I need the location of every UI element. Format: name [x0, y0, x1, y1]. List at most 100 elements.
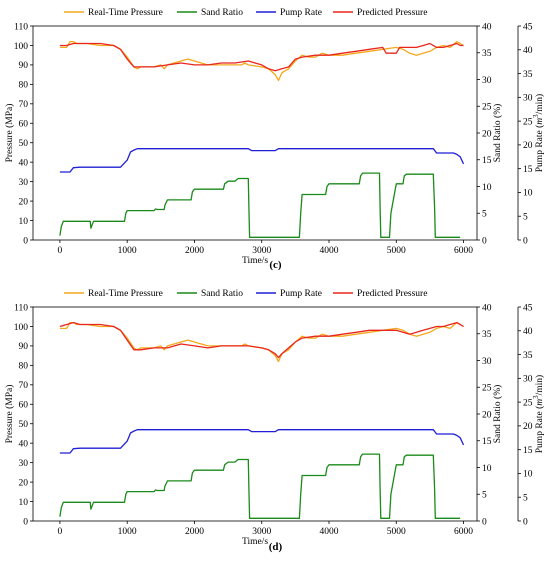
y-right2-tick-label: 0 [523, 236, 528, 246]
y-right2-tick-label: 30 [523, 94, 533, 104]
legend-label: Predicted Pressure [357, 8, 427, 18]
y-right-tick-label: 15 [482, 437, 492, 447]
series-line-sand-ratio [59, 453, 461, 519]
y-left-tick-label: 30 [19, 459, 29, 469]
series-line-pump-rate [59, 148, 465, 173]
y-right2-tick-label: 0 [523, 517, 528, 527]
y-right-axis-label: Sand Ratio (%) [492, 104, 503, 163]
y-left-tick-label: 20 [19, 197, 29, 207]
x-tick-label: 2000 [185, 527, 204, 537]
y-left-tick-label: 60 [19, 401, 29, 411]
y-right2-tick-label: 15 [523, 165, 533, 175]
x-tick-label: 4000 [320, 527, 339, 537]
y-right2-tick-label: 40 [523, 46, 533, 56]
series-line-real-time-pressure [59, 321, 464, 363]
legend-label: Sand Ratio [201, 289, 243, 299]
x-tick-label: 3000 [252, 527, 271, 537]
y-left-tick-label: 20 [19, 478, 29, 488]
legend-label: Pump Rate [280, 289, 322, 299]
y-right-tick-label: 35 [482, 49, 492, 59]
y-right2-tick-label: 25 [523, 117, 533, 127]
y-right-tick-label: 35 [482, 330, 492, 340]
y-left-tick-label: 90 [19, 61, 29, 71]
legend-label: Pump Rate [280, 8, 322, 18]
x-tick-label: 6000 [454, 527, 473, 537]
y-right-tick-label: 20 [482, 410, 492, 420]
y-right-tick-label: 25 [482, 384, 492, 394]
x-tick-label: 1000 [118, 527, 137, 537]
y-left-tick-label: 10 [19, 498, 29, 508]
y-left-tick-label: 40 [19, 439, 29, 449]
plot-frame [32, 306, 478, 522]
y-right-tick-label: 30 [482, 357, 492, 367]
y-right-tick-label: 40 [482, 303, 492, 313]
x-tick-label: 3000 [252, 246, 271, 256]
panel-label: (d) [269, 541, 283, 553]
y-left-tick-label: 10 [19, 217, 29, 227]
y-right-axis-label: Sand Ratio (%) [492, 385, 503, 444]
y-right2-tick-label: 35 [523, 351, 533, 361]
panel-label: (c) [269, 259, 282, 271]
y-left-tick-label: 30 [19, 178, 29, 188]
y-right2-tick-label: 20 [523, 422, 533, 432]
y-right-tick-label: 0 [482, 236, 487, 246]
legend-label: Real-Time Pressure [88, 289, 163, 299]
y-right-tick-label: 0 [482, 517, 487, 527]
y-left-tick-label: 100 [14, 323, 29, 333]
x-axis-label: Time/s [242, 537, 268, 547]
y-right2-tick-label: 5 [523, 213, 528, 223]
y-left-axis-label: Pressure (MPa) [4, 385, 15, 444]
series-line-predicted-pressure [59, 321, 464, 359]
y-left-tick-label: 100 [14, 42, 29, 52]
y-right2-tick-label: 45 [523, 22, 533, 32]
y-left-axis-label: Pressure (MPa) [4, 104, 15, 163]
y-left-tick-label: 50 [19, 139, 29, 149]
x-tick-label: 6000 [454, 246, 473, 256]
x-tick-label: 0 [58, 527, 63, 537]
x-tick-label: 5000 [387, 246, 406, 256]
y-right2-tick-label: 15 [523, 446, 533, 456]
legend-label: Predicted Pressure [357, 289, 427, 299]
y-right2-tick-label: 45 [523, 303, 533, 313]
y-left-tick-label: 80 [19, 81, 29, 91]
y-right2-tick-label: 10 [523, 470, 533, 480]
y-left-tick-label: 0 [23, 517, 28, 527]
y-right-tick-label: 10 [482, 183, 492, 193]
legend-label: Sand Ratio [201, 8, 243, 18]
y-left-tick-label: 70 [19, 100, 29, 110]
y-right-tick-label: 15 [482, 156, 492, 166]
y-left-tick-label: 60 [19, 120, 29, 130]
y-left-tick-label: 0 [23, 236, 28, 246]
y-left-tick-label: 50 [19, 420, 29, 430]
x-axis-label: Time/s [242, 256, 268, 266]
y-left-tick-label: 80 [19, 362, 29, 372]
legend: Real-Time Pressure Sand Ratio Pump Rate Pre… [64, 289, 427, 299]
legend-label: Real-Time Pressure [88, 8, 163, 18]
y-right2-tick-label: 20 [523, 141, 533, 151]
y-right2-axis-label: Pump Rate (m3/min) [532, 94, 545, 172]
y-right-tick-label: 5 [482, 491, 487, 501]
legend: Real-Time Pressure Sand Ratio Pump Rate Pre… [64, 8, 427, 18]
chart-panel-2: 0102030405060708090100110051015202530354… [4, 289, 545, 553]
y-right2-axis-label: Pump Rate (m3/min) [532, 375, 545, 453]
y-left-tick-label: 90 [19, 342, 29, 352]
x-tick-label: 4000 [320, 246, 339, 256]
series-line-sand-ratio [59, 172, 461, 238]
y-right2-tick-label: 40 [523, 327, 533, 337]
y-right2-tick-label: 25 [523, 398, 533, 408]
y-right2-tick-label: 30 [523, 375, 533, 385]
chart-panel-1: 0 10 20 30 40 50 60 70 80 90 100 110 0 5 10 15 20 25 30 35 4… [4, 8, 545, 271]
y-right-tick-label: 30 [482, 76, 492, 86]
y-right2-tick-label: 5 [523, 494, 528, 504]
y-right-tick-label: 25 [482, 103, 492, 113]
y-left-tick-label: 40 [19, 158, 29, 168]
series-line-pump-rate [59, 429, 465, 454]
plot-frame [32, 25, 478, 241]
x-tick-label: 5000 [387, 527, 406, 537]
y-left-tick-label: 110 [14, 303, 28, 313]
y-right-tick-label: 20 [482, 129, 492, 139]
y-left-tick-label: 110 [14, 22, 28, 32]
y-left-tick-label: 70 [19, 381, 29, 391]
x-tick-label: 1000 [118, 246, 137, 256]
